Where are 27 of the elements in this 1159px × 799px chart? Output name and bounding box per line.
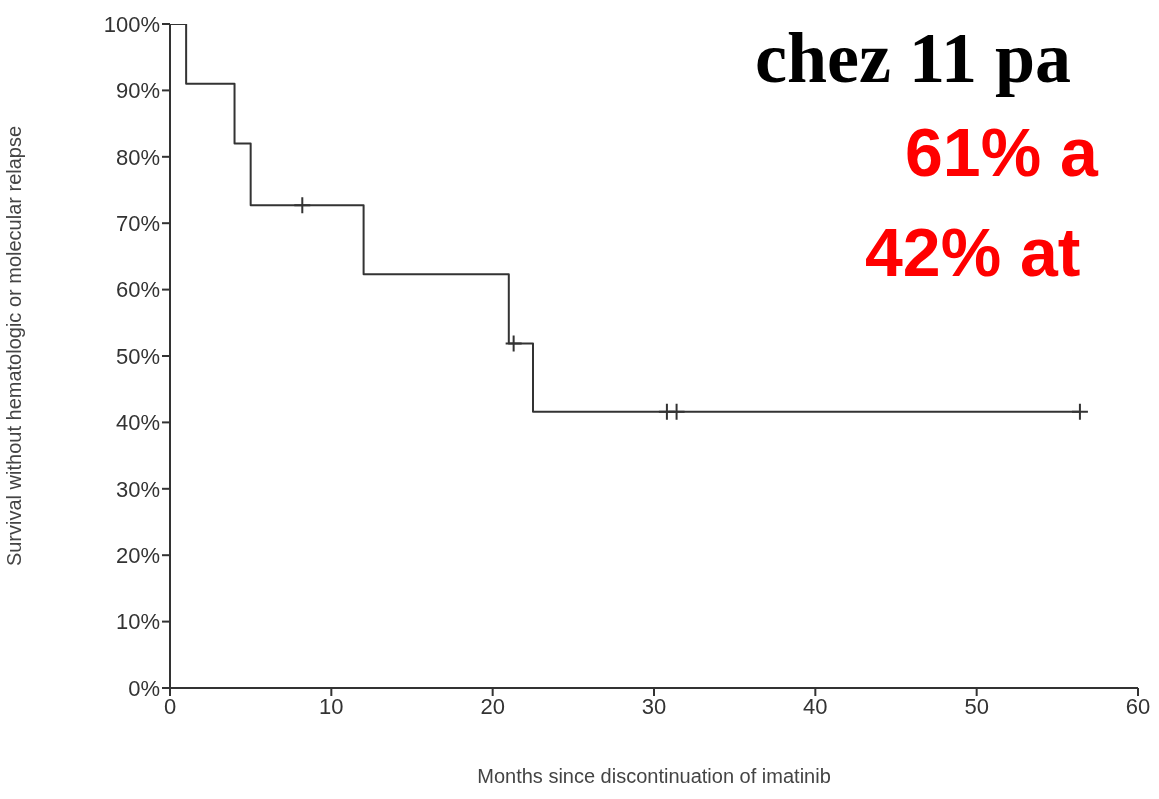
point (667, 402, 686, 421)
x-tick-label: 50 (964, 693, 989, 719)
y-axis-title: Survival without hematologic or molecular relapse (3, 125, 26, 567)
y-tick-label: 60% (115, 277, 160, 303)
y-tick-label: 0% (128, 675, 160, 701)
y-tick-label: 30% (115, 476, 160, 502)
y-tick-label: 10% (115, 609, 160, 635)
y-tick-label: 100% (103, 11, 160, 37)
x-tick-label: 0 (163, 693, 177, 719)
x-tick-label: 60 (1125, 693, 1151, 719)
x-tick-label: 40 (803, 693, 828, 719)
x-tick-label: 20 (480, 693, 505, 719)
annotation: 42% at (865, 214, 1081, 290)
y-tick-label: 50% (115, 343, 160, 369)
x-axis-title: Months since discontinuation of imatinib (477, 765, 831, 787)
point (1070, 402, 1089, 421)
point (293, 196, 312, 215)
y-tick-label: 40% (115, 410, 160, 436)
annotation: 61% a (905, 114, 1098, 190)
x-tick-label: 10 (319, 693, 344, 719)
x-tick-label: 30 (641, 693, 667, 719)
chart-title: chez 11 pa (755, 18, 1071, 98)
y-tick-label: 80% (115, 144, 160, 170)
y-tick-label: 70% (115, 211, 160, 237)
y-tick-label: 90% (115, 78, 160, 104)
point (504, 334, 523, 353)
y-tick-label: 20% (115, 543, 160, 569)
